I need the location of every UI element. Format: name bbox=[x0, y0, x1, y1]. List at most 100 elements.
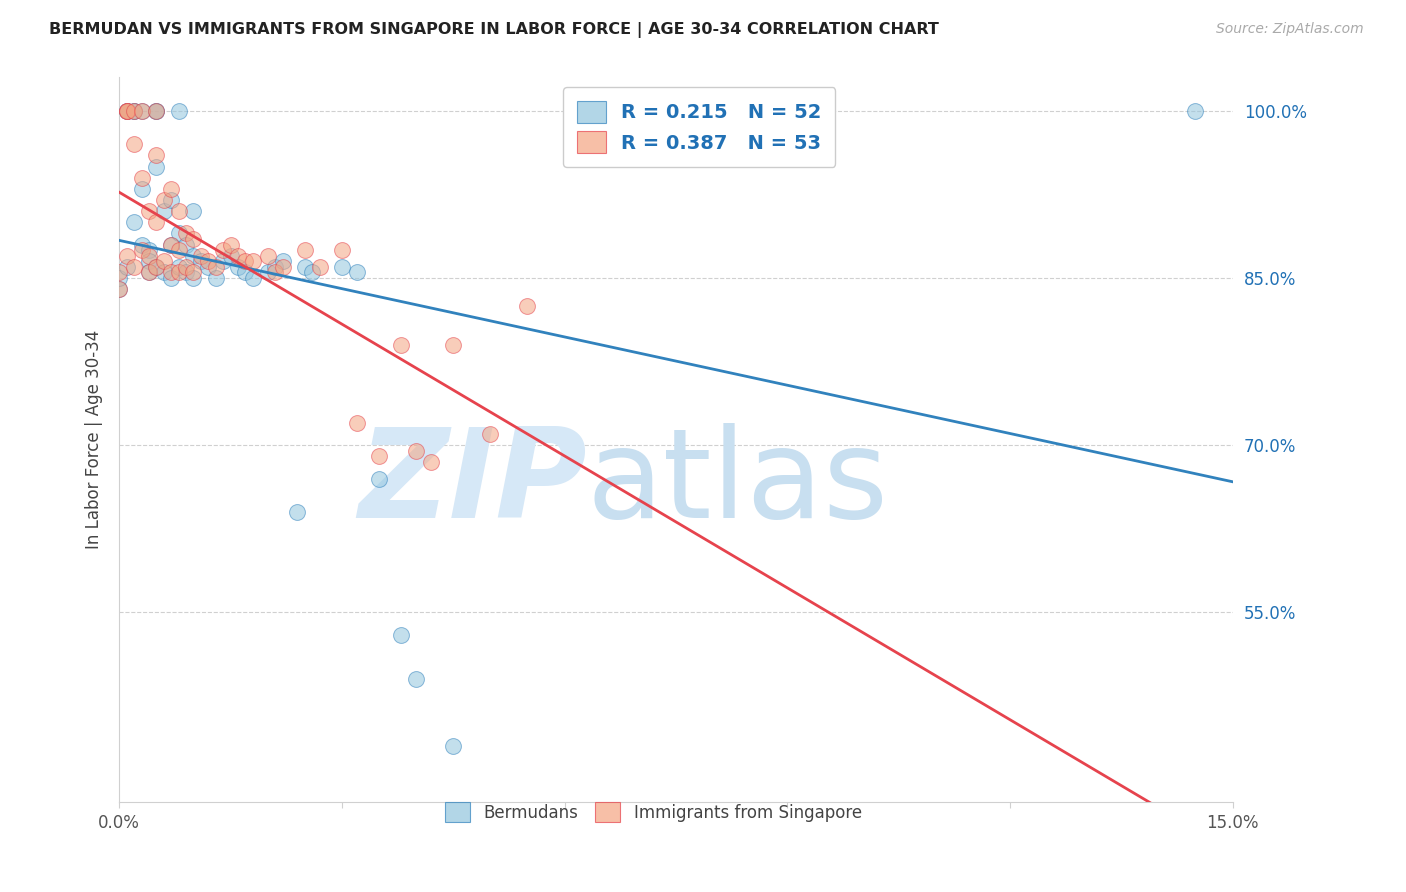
Point bbox=[160, 271, 183, 285]
Point bbox=[174, 237, 197, 252]
Point bbox=[420, 455, 443, 469]
Point bbox=[122, 215, 145, 229]
Point bbox=[174, 227, 197, 241]
Point bbox=[145, 160, 167, 174]
Text: ZIP: ZIP bbox=[359, 423, 586, 543]
Point bbox=[256, 249, 278, 263]
Point bbox=[183, 271, 205, 285]
Point bbox=[122, 260, 145, 274]
Point bbox=[389, 628, 412, 642]
Point bbox=[242, 271, 264, 285]
Point bbox=[1184, 103, 1206, 118]
Point bbox=[115, 103, 138, 118]
Point bbox=[138, 265, 160, 279]
Point bbox=[264, 260, 287, 274]
Point bbox=[160, 237, 183, 252]
Point bbox=[115, 103, 138, 118]
Legend: Bermudans, Immigrants from Singapore: Bermudans, Immigrants from Singapore bbox=[434, 791, 873, 833]
Point bbox=[131, 170, 153, 185]
Text: Source: ZipAtlas.com: Source: ZipAtlas.com bbox=[1216, 22, 1364, 37]
Point bbox=[346, 416, 368, 430]
Point bbox=[131, 237, 153, 252]
Point bbox=[167, 103, 190, 118]
Point bbox=[115, 103, 138, 118]
Point bbox=[153, 204, 176, 219]
Point bbox=[131, 243, 153, 257]
Point bbox=[204, 271, 226, 285]
Point bbox=[212, 243, 235, 257]
Point bbox=[183, 249, 205, 263]
Point bbox=[138, 243, 160, 257]
Point bbox=[122, 103, 145, 118]
Point bbox=[197, 254, 219, 268]
Point bbox=[138, 249, 160, 263]
Point bbox=[108, 271, 131, 285]
Point bbox=[167, 204, 190, 219]
Point bbox=[115, 249, 138, 263]
Point bbox=[115, 260, 138, 274]
Point bbox=[330, 243, 353, 257]
Point bbox=[138, 265, 160, 279]
Point bbox=[368, 450, 391, 464]
Point bbox=[145, 260, 167, 274]
Point bbox=[346, 265, 368, 279]
Point bbox=[174, 265, 197, 279]
Point bbox=[145, 215, 167, 229]
Point bbox=[226, 260, 249, 274]
Point bbox=[256, 265, 278, 279]
Point bbox=[115, 103, 138, 118]
Point bbox=[122, 103, 145, 118]
Point bbox=[389, 338, 412, 352]
Point bbox=[108, 282, 131, 296]
Point bbox=[122, 137, 145, 152]
Point bbox=[131, 103, 153, 118]
Point bbox=[308, 260, 330, 274]
Point bbox=[153, 193, 176, 207]
Point bbox=[160, 193, 183, 207]
Text: BERMUDAN VS IMMIGRANTS FROM SINGAPORE IN LABOR FORCE | AGE 30-34 CORRELATION CHA: BERMUDAN VS IMMIGRANTS FROM SINGAPORE IN… bbox=[49, 22, 939, 38]
Point bbox=[441, 739, 464, 754]
Point bbox=[441, 338, 464, 352]
Point bbox=[145, 148, 167, 162]
Point bbox=[235, 265, 257, 279]
Point bbox=[287, 505, 309, 519]
Point bbox=[204, 260, 226, 274]
Point bbox=[516, 299, 538, 313]
Point bbox=[160, 237, 183, 252]
Text: atlas: atlas bbox=[586, 423, 889, 543]
Point bbox=[271, 254, 294, 268]
Point bbox=[160, 182, 183, 196]
Point bbox=[242, 254, 264, 268]
Point bbox=[167, 260, 190, 274]
Point bbox=[138, 204, 160, 219]
Point bbox=[190, 254, 212, 268]
Point bbox=[271, 260, 294, 274]
Point bbox=[167, 243, 190, 257]
Point bbox=[405, 443, 427, 458]
Point bbox=[301, 265, 323, 279]
Point bbox=[145, 260, 167, 274]
Point bbox=[115, 103, 138, 118]
Point bbox=[167, 227, 190, 241]
Point bbox=[190, 249, 212, 263]
Point bbox=[160, 265, 183, 279]
Point bbox=[131, 103, 153, 118]
Point bbox=[108, 265, 131, 279]
Point bbox=[167, 265, 190, 279]
Point bbox=[183, 265, 205, 279]
Point bbox=[294, 243, 316, 257]
Point bbox=[145, 103, 167, 118]
Point bbox=[131, 182, 153, 196]
Point bbox=[212, 254, 235, 268]
Point bbox=[219, 249, 242, 263]
Y-axis label: In Labor Force | Age 30-34: In Labor Force | Age 30-34 bbox=[86, 330, 103, 549]
Point bbox=[294, 260, 316, 274]
Point bbox=[368, 472, 391, 486]
Point bbox=[197, 260, 219, 274]
Point bbox=[153, 254, 176, 268]
Point bbox=[264, 265, 287, 279]
Point bbox=[153, 265, 176, 279]
Point bbox=[405, 673, 427, 687]
Point bbox=[183, 204, 205, 219]
Point bbox=[122, 103, 145, 118]
